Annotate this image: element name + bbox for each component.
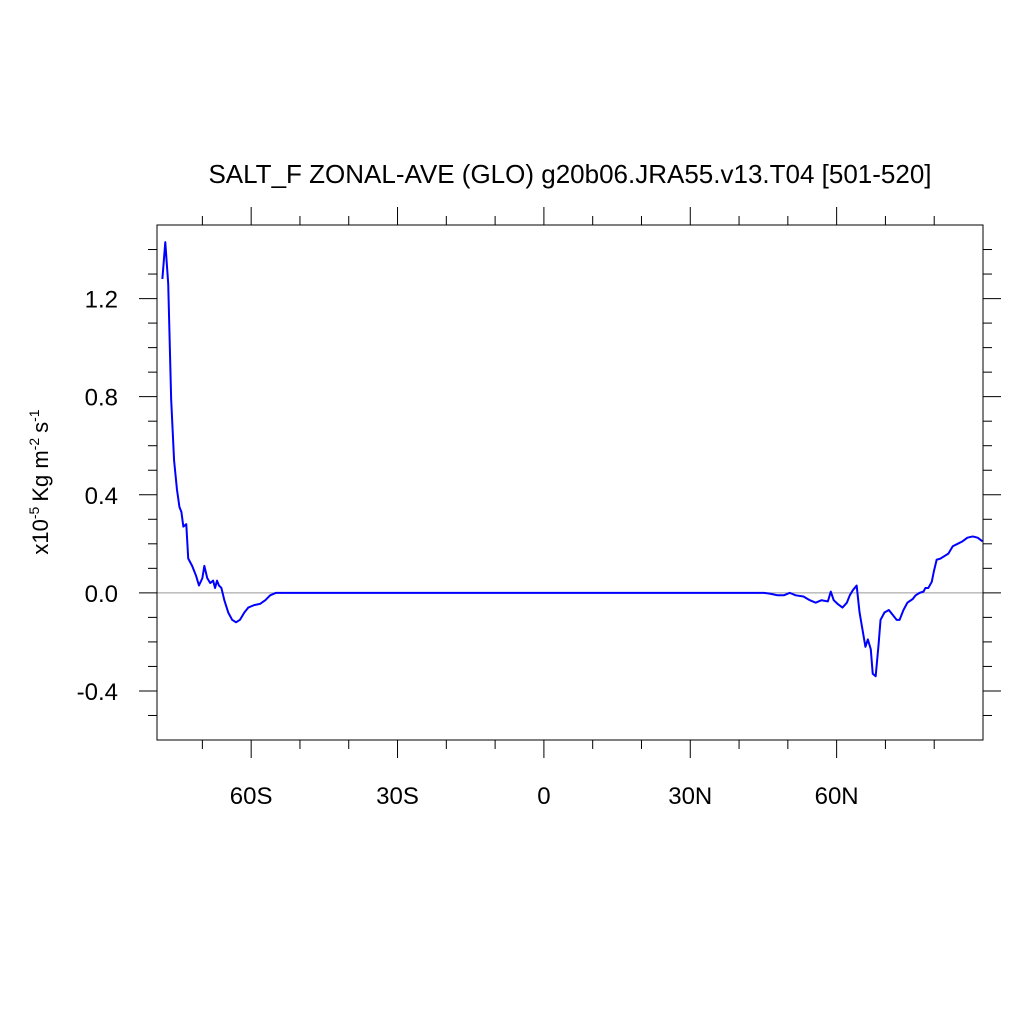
x-tick-label: 60N [815, 783, 859, 810]
y-axis-label: x10-5 Kg m-2 s-1 [26, 409, 53, 554]
plot-frame [156, 224, 984, 741]
y-tick-label: 0.8 [85, 385, 118, 412]
y-label-superscript: -1 [26, 409, 42, 422]
y-label-superscript: -5 [26, 506, 42, 519]
y-label-text: Kg m [28, 450, 53, 501]
x-tick-label: 0 [537, 783, 550, 810]
y-label-text: s [28, 422, 53, 433]
data-line [161, 241, 984, 678]
y-label-superscript: -2 [26, 438, 42, 451]
x-tick-label: 30S [376, 783, 419, 810]
y-label-text: x10 [28, 519, 53, 554]
x-tick-label: 30N [668, 783, 712, 810]
chart-title: SALT_F ZONAL-AVE (GLO) g20b06.JRA55.v13.… [208, 159, 931, 189]
y-tick-label: 0.0 [85, 581, 118, 608]
y-tick-label: 0.4 [85, 483, 118, 510]
y-tick-label: 1.2 [85, 287, 118, 314]
y-tick-label: -0.4 [77, 679, 118, 706]
x-tick-label: 60S [230, 783, 273, 810]
